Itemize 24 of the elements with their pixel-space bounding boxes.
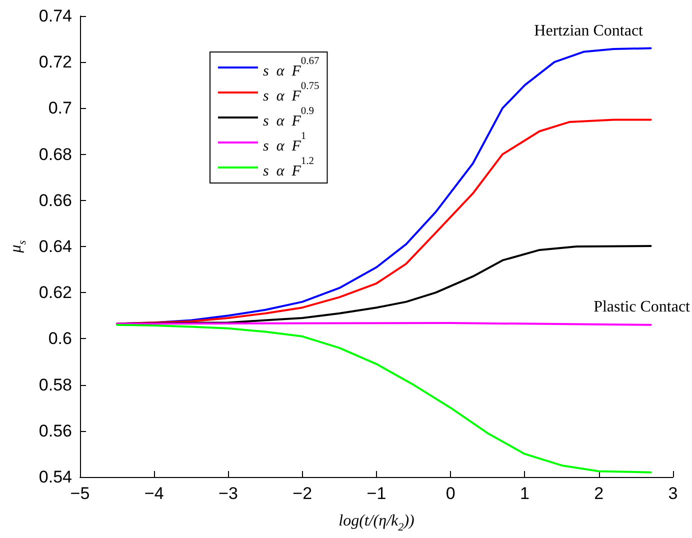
y-tick-label: 0.6 (48, 329, 72, 348)
y-tick-label: 0.7 (48, 98, 72, 118)
x-tick-label: −1 (366, 484, 386, 503)
y-tick-label: 0.68 (38, 144, 72, 164)
y-tick-label: 0.72 (38, 52, 72, 72)
x-tick-label: −4 (144, 484, 164, 503)
y-tick-label: 0.54 (38, 468, 72, 486)
y-tick-label: 0.74 (38, 6, 72, 26)
line-series (116, 324, 652, 474)
x-tick-label: −2 (292, 484, 312, 503)
y-tick-label: 0.56 (38, 421, 72, 440)
y-axis-title: μs (8, 240, 28, 254)
x-tick-label: 1 (520, 484, 530, 503)
x-tick-label: 0 (446, 484, 456, 503)
y-tick-label: 0.62 (38, 283, 72, 302)
y-tick-label: 0.66 (38, 190, 72, 210)
x-tick-label: −5 (70, 484, 90, 503)
x-tick-label: 2 (594, 484, 604, 503)
annotation: Hertzian Contact (534, 22, 644, 40)
y-tick-label: 0.58 (38, 375, 72, 394)
x-tick-label: 3 (668, 484, 678, 503)
annotation: Plastic Contact (594, 298, 691, 316)
y-tick-label: 0.64 (38, 237, 72, 256)
x-tick-label: −3 (218, 484, 238, 503)
